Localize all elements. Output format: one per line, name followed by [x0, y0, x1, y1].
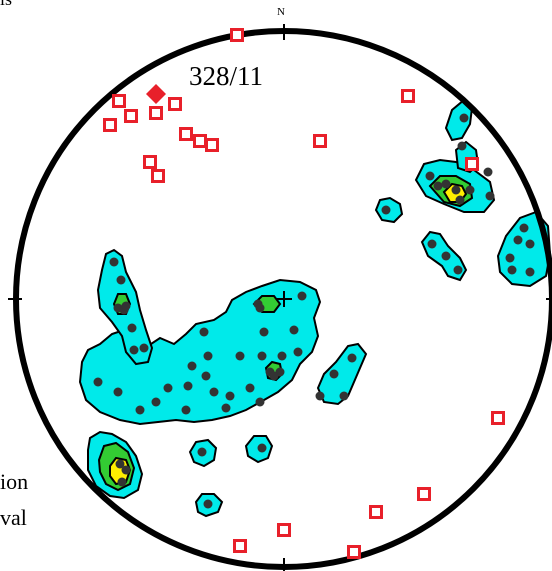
clipped-text-top: ls	[0, 0, 12, 10]
pole-dot-61	[513, 235, 523, 245]
mean-diamond	[146, 84, 166, 104]
pole-dot-63	[525, 239, 535, 249]
pole-dot-66	[433, 181, 443, 191]
pole-dot-46	[315, 391, 325, 401]
pole-dot-38	[197, 447, 207, 457]
clipped-text-line-1: ion	[0, 469, 29, 494]
pole-dot-16	[203, 351, 213, 361]
pole-dot-65	[507, 265, 517, 275]
open-square-9	[205, 138, 219, 152]
pole-dot-35	[255, 303, 265, 313]
pole-dot-18	[235, 351, 245, 361]
density-contour-low-1	[78, 278, 322, 426]
pole-dot-62	[519, 223, 529, 233]
open-square-19	[233, 539, 247, 553]
open-square-20	[347, 545, 361, 559]
pole-dot-2	[116, 275, 126, 285]
pole-dot-64	[525, 267, 535, 277]
density-contour-high-1	[109, 456, 132, 486]
pole-dot-36	[297, 291, 307, 301]
open-square-8	[193, 134, 207, 148]
open-square-2	[112, 94, 126, 108]
open-square-13	[401, 89, 415, 103]
pole-dot-44	[329, 369, 339, 379]
pole-dot-22	[289, 325, 299, 335]
pole-dot-54	[455, 195, 465, 205]
pole-dot-31	[255, 397, 265, 407]
pole-dot-32	[187, 361, 197, 371]
pole-dot-6	[127, 323, 137, 333]
pole-dot-9	[93, 377, 103, 387]
pole-dot-12	[151, 397, 161, 407]
pole-dot-53	[451, 185, 461, 195]
pole-dot-43	[339, 391, 349, 401]
clipped-text-line-2: val	[0, 505, 27, 530]
pole-dot-59	[457, 141, 467, 151]
north-label: N	[277, 6, 285, 18]
pole-dot-50	[453, 265, 463, 275]
pole-dot-28	[221, 403, 231, 413]
pole-dot-56	[483, 167, 493, 177]
open-square-18	[277, 523, 291, 537]
pole-dot-48	[427, 239, 437, 249]
pole-dot-5	[121, 301, 131, 311]
pole-dot-14	[181, 405, 191, 415]
pole-dot-13	[163, 383, 173, 393]
pole-dot-17	[201, 371, 211, 381]
open-square-6	[168, 97, 182, 111]
pole-dot-15	[199, 327, 209, 337]
pole-dot-33	[183, 381, 193, 391]
pole-dot-39	[203, 499, 213, 509]
pole-dot-20	[277, 351, 287, 361]
pole-dot-57	[485, 191, 495, 201]
pole-dot-29	[209, 387, 219, 397]
pole-dot-37	[257, 443, 267, 453]
open-square-10	[143, 155, 157, 169]
pole-dot-27	[225, 391, 235, 401]
open-square-12	[313, 134, 327, 148]
pole-dot-23	[259, 327, 269, 337]
open-square-16	[417, 487, 431, 501]
pole-dot-51	[425, 171, 435, 181]
pole-dot-7	[129, 345, 139, 355]
pole-dot-40	[117, 477, 127, 487]
pole-dot-8	[139, 343, 149, 353]
pole-dot-47	[381, 205, 391, 215]
open-square-15	[491, 411, 505, 425]
open-square-11	[151, 169, 165, 183]
open-square-7	[179, 127, 193, 141]
mean-orientation-label: 328/11	[189, 61, 263, 91]
pole-dot-10	[113, 387, 123, 397]
open-square-3	[124, 109, 138, 123]
pole-dot-52	[441, 179, 451, 189]
pole-dot-58	[459, 113, 469, 123]
pole-dot-11	[135, 405, 145, 415]
open-square-14	[465, 157, 479, 171]
pole-dot-42	[121, 465, 131, 475]
pole-dot-26	[269, 371, 279, 381]
pole-dot-41	[115, 459, 125, 469]
open-square-17	[369, 505, 383, 519]
density-contour-low-6	[444, 98, 474, 142]
pole-dot-55	[465, 185, 475, 195]
pole-dot-19	[257, 351, 267, 361]
pole-dot-1	[109, 257, 119, 267]
pole-dot-45	[347, 353, 357, 363]
pole-dot-21	[293, 347, 303, 357]
open-square-4	[103, 118, 117, 132]
open-square-1	[230, 28, 244, 42]
pole-dot-49	[441, 251, 451, 261]
open-square-5	[149, 106, 163, 120]
pole-dot-30	[245, 383, 255, 393]
pole-dot-60	[505, 253, 515, 263]
